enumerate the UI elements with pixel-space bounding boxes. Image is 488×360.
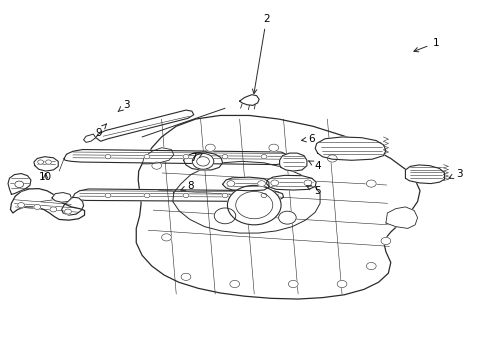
Text: 1: 1 — [413, 38, 438, 52]
Text: 10: 10 — [39, 172, 52, 182]
Circle shape — [161, 234, 171, 241]
Polygon shape — [64, 149, 289, 165]
Circle shape — [34, 204, 41, 210]
Circle shape — [144, 193, 150, 198]
Polygon shape — [222, 177, 268, 191]
Circle shape — [183, 193, 188, 198]
Circle shape — [205, 144, 215, 151]
Text: 3: 3 — [448, 168, 462, 179]
Circle shape — [327, 155, 336, 162]
Text: 5: 5 — [306, 186, 320, 196]
Circle shape — [15, 181, 23, 188]
Circle shape — [214, 208, 235, 224]
Text: 3: 3 — [118, 100, 129, 112]
Polygon shape — [136, 116, 419, 299]
Circle shape — [183, 154, 188, 159]
Text: 7: 7 — [190, 153, 202, 163]
Polygon shape — [183, 152, 222, 170]
Circle shape — [196, 157, 209, 166]
Circle shape — [144, 154, 150, 159]
Polygon shape — [34, 157, 58, 171]
Circle shape — [278, 211, 296, 224]
Polygon shape — [279, 153, 306, 171]
Circle shape — [222, 154, 227, 159]
Polygon shape — [172, 161, 320, 233]
Circle shape — [152, 162, 161, 169]
Circle shape — [257, 181, 265, 186]
Circle shape — [222, 193, 227, 198]
Polygon shape — [10, 189, 84, 220]
Text: 8: 8 — [181, 181, 194, 192]
Polygon shape — [61, 197, 83, 215]
Circle shape — [45, 160, 51, 164]
Circle shape — [304, 180, 311, 186]
Circle shape — [366, 180, 375, 187]
Circle shape — [50, 207, 57, 212]
Polygon shape — [142, 148, 173, 164]
Circle shape — [336, 280, 346, 288]
Text: 4: 4 — [308, 161, 320, 171]
Circle shape — [105, 154, 111, 159]
Circle shape — [64, 209, 71, 214]
Polygon shape — [52, 193, 71, 202]
Polygon shape — [83, 134, 96, 142]
Polygon shape — [315, 137, 385, 160]
Circle shape — [366, 262, 375, 270]
Circle shape — [261, 154, 266, 159]
Circle shape — [229, 280, 239, 288]
Polygon shape — [73, 189, 283, 202]
Circle shape — [181, 273, 190, 280]
Polygon shape — [385, 207, 417, 228]
Text: 2: 2 — [252, 14, 269, 94]
Circle shape — [105, 193, 111, 198]
Circle shape — [38, 160, 43, 164]
Text: 6: 6 — [301, 134, 314, 144]
Polygon shape — [8, 174, 31, 194]
Circle shape — [288, 280, 298, 288]
Text: 9: 9 — [95, 124, 106, 138]
Circle shape — [261, 193, 266, 198]
Polygon shape — [96, 110, 193, 141]
Polygon shape — [239, 95, 259, 105]
Circle shape — [227, 185, 281, 225]
Polygon shape — [266, 175, 316, 190]
Circle shape — [380, 237, 390, 244]
Circle shape — [235, 192, 272, 219]
Circle shape — [268, 144, 278, 151]
Circle shape — [18, 203, 24, 208]
Polygon shape — [405, 165, 444, 184]
Circle shape — [226, 181, 234, 186]
Circle shape — [192, 153, 213, 169]
Circle shape — [270, 180, 278, 186]
